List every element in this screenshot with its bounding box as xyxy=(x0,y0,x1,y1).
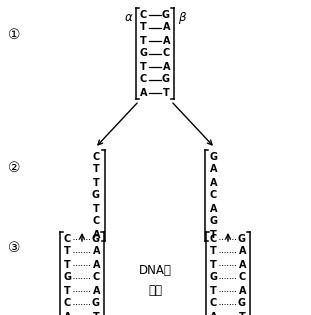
Text: G: G xyxy=(92,299,100,308)
Text: A: A xyxy=(140,88,147,98)
Text: T: T xyxy=(140,61,147,72)
Text: A: A xyxy=(210,312,217,315)
Text: G: G xyxy=(92,191,100,201)
Text: A: A xyxy=(92,260,100,270)
Text: G: G xyxy=(92,233,100,243)
Text: C: C xyxy=(163,49,170,59)
Text: A: A xyxy=(210,177,217,187)
Text: C: C xyxy=(140,9,147,20)
Text: C: C xyxy=(64,233,71,243)
Text: G: G xyxy=(238,299,246,308)
Text: A: A xyxy=(163,61,170,72)
Text: T: T xyxy=(210,260,217,270)
Text: G: G xyxy=(162,75,170,84)
Text: G: G xyxy=(238,233,246,243)
Text: DNA的: DNA的 xyxy=(139,265,171,278)
Text: T: T xyxy=(93,177,100,187)
Text: A: A xyxy=(239,260,246,270)
Text: T: T xyxy=(64,285,71,295)
Text: A: A xyxy=(163,36,170,45)
Text: G: G xyxy=(140,49,148,59)
Text: T: T xyxy=(140,22,147,32)
Text: T: T xyxy=(163,88,170,98)
Text: A: A xyxy=(92,285,100,295)
Text: C: C xyxy=(93,152,100,162)
Text: C: C xyxy=(210,233,217,243)
Text: A: A xyxy=(210,164,217,175)
Text: C: C xyxy=(210,191,217,201)
Text: A: A xyxy=(92,230,100,239)
Text: β: β xyxy=(178,11,185,24)
Text: T: T xyxy=(239,312,246,315)
Text: A: A xyxy=(210,203,217,214)
Text: T: T xyxy=(93,312,100,315)
Text: G: G xyxy=(162,9,170,20)
Text: T: T xyxy=(93,203,100,214)
Text: A: A xyxy=(239,285,246,295)
Text: C: C xyxy=(239,272,246,283)
Text: G: G xyxy=(210,152,218,162)
Text: C: C xyxy=(210,299,217,308)
Text: ③: ③ xyxy=(8,241,20,255)
Text: C: C xyxy=(140,75,147,84)
Text: ①: ① xyxy=(8,28,20,42)
Text: C: C xyxy=(93,216,100,226)
Text: ②: ② xyxy=(8,161,20,175)
Text: T: T xyxy=(210,285,217,295)
Text: G: G xyxy=(64,272,72,283)
Text: T: T xyxy=(210,230,217,239)
Text: T: T xyxy=(210,247,217,256)
Text: A: A xyxy=(64,312,72,315)
Text: G: G xyxy=(210,272,218,283)
Text: T: T xyxy=(93,164,100,175)
Text: T: T xyxy=(64,260,71,270)
Text: G: G xyxy=(210,216,218,226)
Text: 复制: 复制 xyxy=(148,284,162,297)
Text: T: T xyxy=(140,36,147,45)
Text: T: T xyxy=(64,247,71,256)
Text: C: C xyxy=(93,272,100,283)
Text: A: A xyxy=(239,247,246,256)
Text: A: A xyxy=(92,247,100,256)
Text: C: C xyxy=(64,299,71,308)
Text: A: A xyxy=(163,22,170,32)
Text: α: α xyxy=(124,11,132,24)
